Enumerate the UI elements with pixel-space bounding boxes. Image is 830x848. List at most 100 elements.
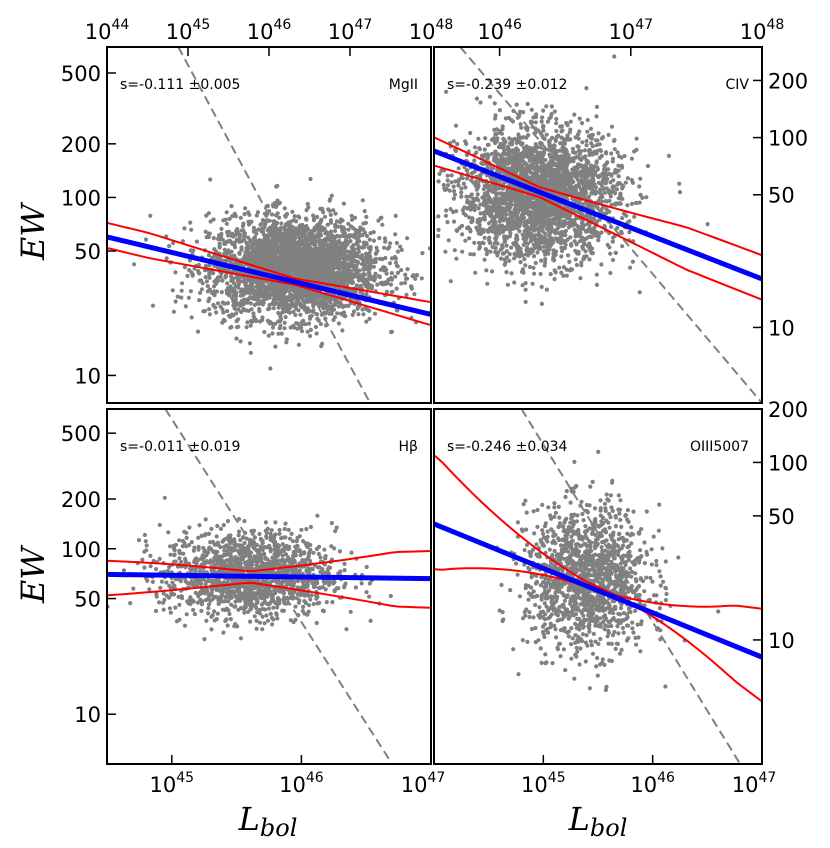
scatter-point [333, 228, 338, 234]
scatter-point [234, 290, 239, 295]
scatter-point [236, 282, 241, 287]
scatter-point [384, 271, 389, 276]
scatter-point [293, 228, 298, 233]
scatter-point [455, 228, 460, 233]
scatter-point [360, 274, 366, 279]
scatter-point [304, 274, 309, 279]
scatter-point [263, 221, 268, 226]
scatter-point [255, 210, 261, 215]
scatter-point [564, 273, 570, 278]
scatter-point [348, 224, 354, 229]
scatter-point [469, 171, 475, 176]
scatter-point [292, 242, 297, 248]
scatter-point [477, 240, 482, 246]
scatter-point [333, 242, 338, 247]
scatter-point [301, 318, 306, 323]
scatter-point [321, 267, 326, 272]
scatter-point [234, 275, 239, 280]
scatter-point [339, 255, 345, 260]
scatter-point [358, 283, 363, 288]
scatter-point [637, 200, 642, 205]
scatter-point [520, 283, 525, 288]
scatter-point [317, 301, 322, 306]
scatter-point [270, 300, 276, 305]
scatter-point [279, 241, 284, 246]
scatter-point [580, 202, 586, 207]
scatter-point [236, 285, 241, 290]
scatter-point [610, 257, 616, 263]
scatter-point [531, 254, 537, 259]
plot-area [107, 47, 431, 403]
scatter-point [249, 281, 254, 286]
scatter-point [346, 254, 352, 259]
scatter-point [271, 306, 276, 311]
scatter-point [258, 222, 263, 227]
scatter-point [393, 232, 398, 237]
scatter-point [274, 234, 279, 239]
scatter-point [273, 344, 278, 349]
scatter-point [282, 206, 287, 211]
scatter-point [173, 270, 178, 275]
scatter-point [497, 219, 502, 224]
scatter-point [189, 315, 194, 320]
scatter-point [629, 201, 635, 206]
scatter-point [559, 159, 564, 164]
scatter-point [552, 268, 557, 273]
scatter-point [339, 224, 344, 229]
scatter-point [211, 217, 216, 222]
scatter-point [164, 256, 169, 261]
scatter-point [277, 290, 282, 295]
scatter-point [275, 183, 280, 188]
scatter-point [285, 309, 291, 314]
scatter-point [215, 301, 221, 306]
scatter-point [605, 160, 610, 165]
scatter-point [461, 181, 466, 186]
scatter-point [705, 222, 710, 227]
scatter-point [295, 259, 300, 265]
scatter-point [341, 201, 346, 206]
scatter-point [213, 305, 218, 310]
scatter-point [441, 182, 446, 188]
scatter-point [452, 248, 457, 253]
scatter-point [227, 216, 232, 221]
scatter-point [579, 121, 585, 126]
scatter-point [456, 166, 461, 171]
scatter-point [257, 309, 262, 314]
scatter-point [476, 206, 481, 211]
scatter-point [195, 329, 201, 334]
scatter-point [264, 264, 269, 269]
scatter-point [495, 241, 500, 246]
y-tick-label: 10 [74, 364, 101, 388]
scatter-point [218, 304, 223, 309]
fit-line [107, 234, 431, 317]
scatter-point [309, 262, 314, 267]
scatter-point [318, 253, 323, 258]
scatter-point [239, 228, 244, 233]
scatter-point [283, 252, 288, 257]
scatter-point [295, 326, 300, 331]
scatter-point [346, 227, 351, 232]
scatter-point [300, 295, 305, 300]
scatter-point [300, 227, 305, 232]
scatter-point [350, 312, 355, 317]
scatter-point [286, 238, 291, 243]
scatter-point [295, 263, 300, 268]
scatter-point [303, 322, 308, 327]
scatter-point [319, 293, 324, 298]
scatter-point [519, 125, 524, 130]
scatter-point [270, 202, 276, 207]
scatter-point [208, 219, 213, 224]
scatter-point [266, 218, 272, 223]
scatter-point [186, 295, 191, 300]
scatter-point [346, 235, 351, 240]
scatter-point [346, 249, 351, 254]
scatter-point [271, 239, 276, 244]
scatter-point [242, 231, 247, 236]
scatter-point [324, 274, 329, 280]
scatter-point [609, 173, 614, 178]
scatter-point [544, 132, 549, 137]
lower-confidence-band [107, 247, 431, 327]
scatter-point [224, 221, 229, 226]
scatter-point [541, 108, 546, 113]
scatter-point [311, 308, 316, 313]
